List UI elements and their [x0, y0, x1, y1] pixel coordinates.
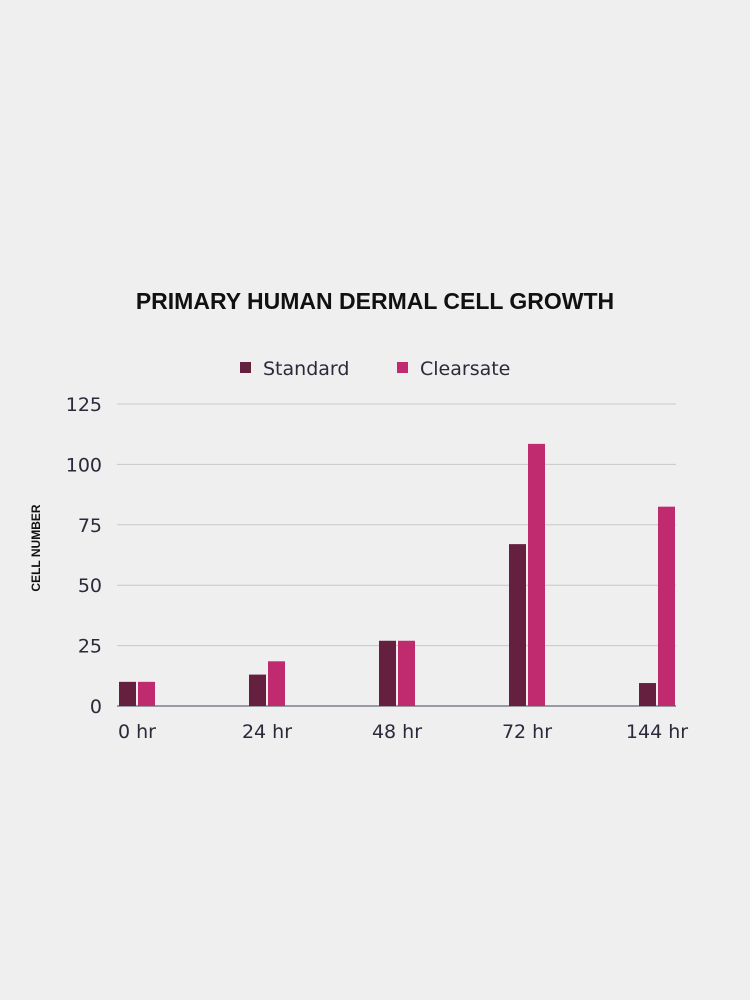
y-axis-label: CELL NUMBER	[29, 504, 43, 591]
y-tick-label: 25	[78, 636, 102, 658]
bar-clearsate-144hr	[658, 506, 675, 706]
legend-label-standard: Standard	[263, 358, 349, 380]
y-tick-label: 125	[66, 394, 102, 416]
bar-clearsate-24hr	[268, 661, 285, 706]
bar-clearsate-48hr	[398, 640, 415, 706]
legend-swatch-standard	[240, 362, 251, 373]
legend: Standard Clearsate	[240, 358, 510, 380]
chart-title: PRIMARY HUMAN DERMAL CELL GROWTH	[136, 288, 614, 314]
x-tick-label: 48 hr	[372, 721, 422, 743]
bar-clearsate-72hr	[528, 443, 545, 706]
y-tick-label: 50	[78, 575, 102, 597]
bar-standard-24hr	[249, 674, 266, 706]
x-tick-label: 24 hr	[242, 721, 292, 743]
x-tick-label: 72 hr	[502, 721, 552, 743]
y-tick-label: 0	[90, 696, 102, 718]
bar-standard-144hr	[639, 683, 656, 706]
legend-swatch-clearsate	[397, 362, 408, 373]
bar-standard-48hr	[379, 640, 396, 706]
x-tick-label: 144 hr	[626, 721, 688, 743]
bar-standard-0hr	[119, 681, 136, 706]
y-tick-label: 100	[66, 454, 102, 476]
bar-standard-72hr	[509, 544, 526, 706]
legend-label-clearsate: Clearsate	[420, 358, 510, 380]
x-tick-label: 0 hr	[118, 721, 156, 743]
y-tick-label: 75	[78, 515, 102, 537]
bar-clearsate-0hr	[138, 681, 155, 706]
